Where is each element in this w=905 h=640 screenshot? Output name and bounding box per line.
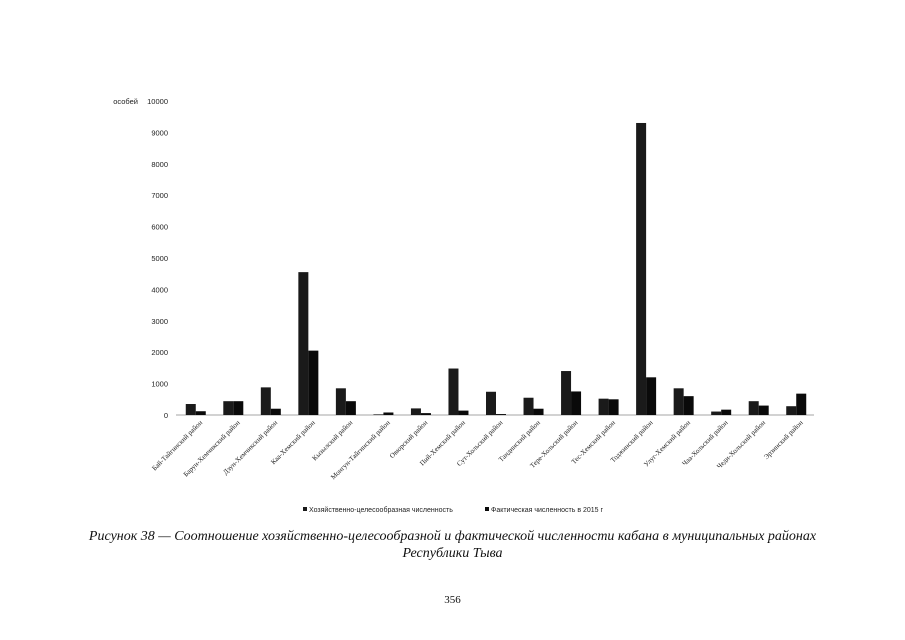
legend-label: Фактическая численность в 2015 г [491,507,603,514]
legend-swatch [303,507,307,511]
legend-label: Хозяйственно-целесообразная численность [309,506,453,514]
bar-target [523,397,534,415]
y-axis-label: особей [113,97,138,106]
bar-actual [571,391,582,415]
bar-target [486,391,496,415]
bar-actual [420,413,431,415]
bar-actual [308,350,319,415]
bar-actual [721,409,732,415]
y-tick-label: 10000 [147,97,168,106]
bar-target [748,401,759,415]
bar-target [410,408,421,415]
y-tick-label: 0 [164,411,168,420]
y-tick-label: 5000 [151,254,168,263]
bar-actual [496,414,506,415]
bar-actual [383,412,394,415]
bar-target [223,401,234,415]
page-number: 356 [444,594,461,606]
y-tick-label: 4000 [151,285,168,294]
bar-target [298,272,309,415]
bar-actual [458,410,469,415]
bar-target [636,122,647,415]
y-tick-label: 9000 [151,128,168,137]
y-tick-label: 7000 [151,191,168,200]
bar-actual [608,399,619,415]
y-tick-label: 6000 [151,223,168,232]
bar-actual [683,396,694,415]
bar-target [786,406,797,415]
bar-target [673,388,684,415]
bar-target [448,368,459,415]
x-category-label: Эрзинский район [762,419,804,461]
bar-target [335,388,346,415]
bar-target [260,387,271,415]
y-tick-label: 1000 [151,380,168,389]
legend-swatch [485,507,489,511]
chart: особей 0 1000 2000 3000 4000 5000 6000 7000 8000 9… [113,97,814,514]
bar-actual [270,408,281,415]
bar-target [185,404,196,415]
bar-target [373,414,384,415]
bar-actual [796,393,807,415]
figure-caption-line-2: Республики Тыва [402,546,503,561]
bar-actual [195,411,206,415]
bar-target [561,371,572,415]
bar-actual [233,401,244,415]
bar-actual [533,408,544,415]
bar-target [598,398,609,415]
bar-actual [646,377,657,415]
figure-caption: Рисунок 38 — Соотношение хозяйственно-це… [40,528,865,562]
y-tick-label: 8000 [151,160,168,169]
bar-actual [345,401,356,415]
bar-target [711,411,722,415]
y-tick-label: 2000 [151,348,168,357]
y-tick-label: 3000 [151,317,168,326]
figure-caption-line-1: Рисунок 38 — Соотношение хозяйственно-це… [88,529,817,544]
bar-actual [758,405,769,415]
x-category-label: Овюрский район [388,419,430,461]
